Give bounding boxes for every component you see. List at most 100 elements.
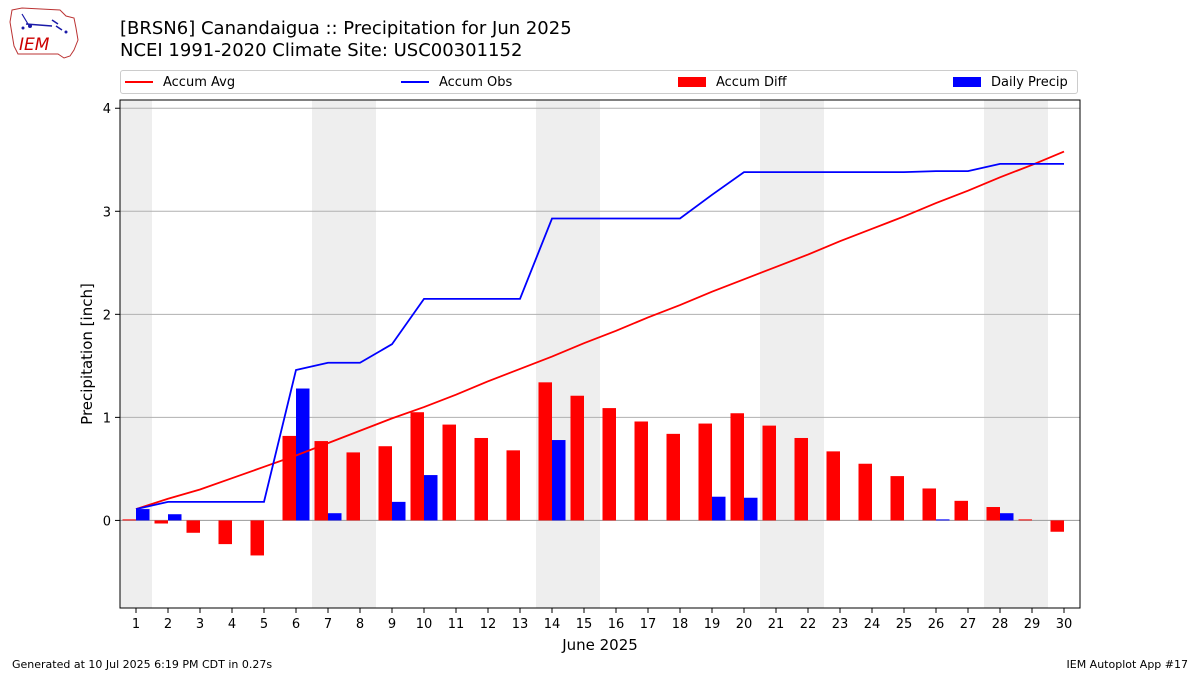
bar-accum-diff — [314, 441, 328, 521]
bar-accum-diff — [346, 452, 360, 521]
bar-accum-diff — [442, 424, 456, 521]
weekend-shade-2 — [312, 100, 376, 608]
y-tick-label: 2 — [103, 308, 111, 323]
x-tick-label: 16 — [608, 617, 625, 632]
bar-accum-diff — [986, 507, 1000, 521]
legend-item-accum-diff: Accum Diff — [678, 71, 787, 93]
y-tick-label: 3 — [103, 205, 111, 220]
legend-swatch-accum-obs — [401, 81, 429, 83]
bar-accum-diff — [122, 519, 136, 521]
y-tick-label: 4 — [103, 102, 111, 117]
x-tick-label: 1 — [132, 617, 140, 632]
bar-accum-diff — [698, 423, 712, 521]
x-tick-label: 8 — [356, 617, 364, 632]
iem-logo: IEM — [9, 7, 79, 59]
bar-accum-diff — [154, 520, 168, 524]
x-tick-label: 28 — [992, 617, 1009, 632]
legend-item-daily-precip: Daily Precip — [953, 71, 1068, 93]
x-tick-label: 2 — [164, 617, 172, 632]
x-tick-label: 12 — [480, 617, 497, 632]
x-tick-label: 15 — [576, 617, 593, 632]
bar-accum-diff — [538, 382, 552, 521]
weekend-shade-3 — [536, 100, 600, 608]
x-tick-label: 25 — [896, 617, 913, 632]
x-tick-label: 21 — [768, 617, 785, 632]
x-tick-label: 9 — [388, 617, 396, 632]
x-tick-label: 18 — [672, 617, 689, 632]
weekend-shade-5 — [984, 100, 1048, 608]
footer-generated-text: Generated at 10 Jul 2025 6:19 PM CDT in … — [12, 658, 273, 671]
legend-swatch-accum-avg — [125, 81, 153, 83]
bar-accum-diff — [474, 437, 488, 521]
bar-accum-diff — [794, 437, 808, 521]
y-tick-label: 0 — [103, 514, 111, 529]
bar-accum-diff — [218, 520, 232, 545]
y-axis-label: Precipitation [inch] — [78, 283, 96, 425]
x-tick-label: 29 — [1024, 617, 1041, 632]
legend-label-daily-precip: Daily Precip — [991, 74, 1068, 90]
bar-daily-precip — [552, 440, 566, 521]
line-accum-avg — [135, 150, 1065, 510]
legend-item-accum-avg: Accum Avg — [125, 71, 235, 93]
x-tick-label: 26 — [928, 617, 945, 632]
legend-label-accum-diff: Accum Diff — [716, 74, 787, 90]
plot-frame — [119, 99, 1081, 609]
x-tick-label: 11 — [448, 617, 465, 632]
footer-app-text: IEM Autoplot App #17 — [1066, 658, 1189, 671]
weather-station-icon — [21, 13, 29, 25]
bar-accum-diff — [634, 421, 648, 521]
bar-accum-diff — [954, 500, 968, 521]
bar-daily-precip — [392, 501, 406, 521]
x-tick-label: 5 — [260, 617, 268, 632]
bar-daily-precip — [712, 496, 726, 521]
chart-title-line-1: [BRSN6] Canandaigua :: Precipitation for… — [120, 18, 572, 39]
bar-accum-diff — [570, 395, 584, 521]
x-tick-label: 27 — [960, 617, 977, 632]
x-tick-label: 17 — [640, 617, 657, 632]
line-accum-obs — [135, 162, 1064, 510]
x-tick-label: 4 — [228, 617, 236, 632]
x-tick-label: 7 — [324, 617, 332, 632]
bar-accum-diff — [410, 412, 424, 521]
bar-accum-diff — [378, 446, 392, 521]
bar-accum-diff — [602, 408, 616, 521]
bar-daily-precip — [136, 509, 150, 521]
bar-accum-diff — [250, 520, 264, 556]
bar-daily-precip — [936, 519, 950, 521]
bar-accum-diff — [506, 450, 520, 521]
bar-accum-diff — [1018, 519, 1032, 521]
weekend-shade-4 — [760, 100, 824, 608]
bar-daily-precip — [744, 497, 758, 521]
x-tick-label: 24 — [864, 617, 881, 632]
legend-swatch-accum-diff — [678, 77, 706, 87]
x-tick-label: 19 — [704, 617, 721, 632]
bar-daily-precip — [296, 388, 310, 521]
bar-accum-diff — [922, 488, 936, 521]
weekend-shade-1 — [120, 100, 152, 608]
bar-daily-precip — [328, 513, 342, 521]
chart-legend: Accum Avg Accum Obs Accum Diff Daily Pre… — [120, 70, 1078, 94]
legend-label-accum-avg: Accum Avg — [163, 74, 236, 90]
x-tick-label: 6 — [292, 617, 300, 632]
state-outline-icon — [9, 7, 79, 59]
bar-accum-diff — [666, 433, 680, 521]
bar-accum-diff — [730, 413, 744, 521]
x-tick-label: 13 — [512, 617, 529, 632]
x-tick-label: 30 — [1056, 617, 1073, 632]
x-tick-label: 3 — [196, 617, 204, 632]
x-tick-label: 22 — [800, 617, 817, 632]
x-tick-label: 23 — [832, 617, 849, 632]
bar-daily-precip — [168, 514, 182, 521]
bar-accum-diff — [826, 451, 840, 521]
logo-text: IEM — [19, 35, 50, 55]
bar-accum-diff — [282, 435, 296, 521]
bar-accum-diff — [762, 425, 776, 521]
x-axis-label: June 2025 — [561, 636, 638, 654]
x-tick-label: 14 — [544, 617, 561, 632]
legend-label-accum-obs: Accum Obs — [439, 74, 513, 90]
x-tick-label: 10 — [416, 617, 433, 632]
x-tick-label: 20 — [736, 617, 753, 632]
bar-daily-precip — [424, 475, 438, 521]
bar-daily-precip — [1000, 513, 1014, 521]
